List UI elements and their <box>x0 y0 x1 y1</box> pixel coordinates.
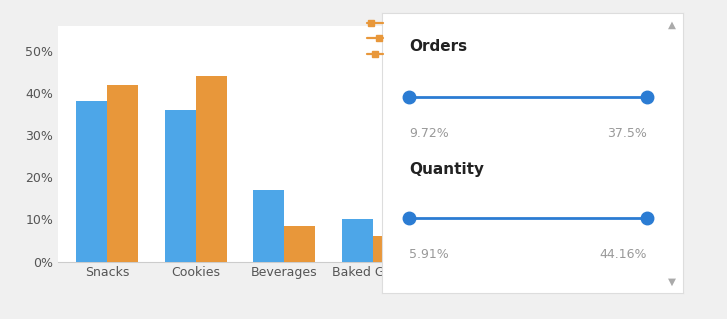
Text: 44.16%: 44.16% <box>600 248 647 261</box>
Text: Orders: Orders <box>409 39 467 54</box>
Bar <box>196 76 227 262</box>
Text: 9.72%: 9.72% <box>409 127 449 140</box>
Bar <box>284 226 316 262</box>
Text: ▲: ▲ <box>668 20 676 30</box>
Bar <box>76 101 107 262</box>
Text: 5.91%: 5.91% <box>409 248 449 261</box>
Bar <box>342 219 373 262</box>
Bar <box>107 85 138 262</box>
Text: 37.5%: 37.5% <box>607 127 647 140</box>
Text: Quantity: Quantity <box>409 162 484 177</box>
Bar <box>164 110 196 262</box>
Bar <box>373 236 404 262</box>
Bar <box>253 190 284 262</box>
Text: ▼: ▼ <box>668 277 676 286</box>
